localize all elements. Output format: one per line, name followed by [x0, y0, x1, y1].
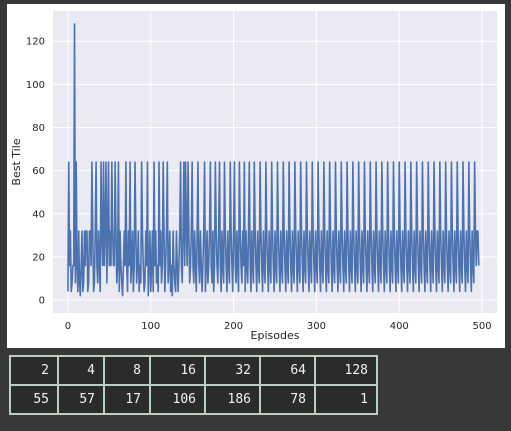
- x-tick-label: 500: [473, 321, 492, 332]
- series-group: [67, 23, 480, 297]
- table-cell-count: 55: [10, 385, 58, 414]
- table-cell-tile: 128: [315, 356, 377, 385]
- table-row-counts: 55 57 17 106 186 78 1: [10, 385, 377, 414]
- y-tick-label: 60: [32, 166, 45, 177]
- table-cell-tile: 2: [10, 356, 58, 385]
- x-tick-label: 400: [390, 321, 409, 332]
- y-tick-label: 100: [26, 80, 45, 91]
- table-cell-count: 186: [205, 385, 260, 414]
- table-cell-count: 57: [58, 385, 104, 414]
- table-cell-count: 106: [150, 385, 205, 414]
- table-cell-count: 78: [260, 385, 315, 414]
- chart-figure: 0 100 200 300 400 500 0 20 40 60 80 100 120 Episode…: [7, 4, 505, 348]
- x-tick-labels: 0 100 200 300 400 500: [65, 321, 492, 332]
- y-tick-label: 40: [32, 209, 45, 220]
- table-row-tiles: 2 4 8 16 32 64 128: [10, 356, 377, 385]
- y-tick-label: 20: [32, 252, 45, 263]
- line-chart: 0 100 200 300 400 500 0 20 40 60 80 100 120 Episode…: [10, 11, 497, 342]
- y-axis-label: Best Tile: [10, 138, 23, 185]
- x-tick-label: 200: [224, 321, 243, 332]
- tile-count-table: 2 4 8 16 32 64 128 55 57 17 106 186 78 1: [9, 355, 378, 415]
- series-line: [67, 23, 480, 297]
- y-tick-labels: 0 20 40 60 80 100 120: [26, 37, 45, 307]
- x-tick-label: 300: [307, 321, 326, 332]
- table-cell-tile: 64: [260, 356, 315, 385]
- x-tick-label: 0: [65, 321, 71, 332]
- table-cell-tile: 16: [150, 356, 205, 385]
- table-cell-count: 1: [315, 385, 377, 414]
- y-tick-label: 80: [32, 123, 45, 134]
- x-tick-label: 100: [141, 321, 160, 332]
- y-tick-label: 120: [26, 37, 45, 48]
- table-cell-tile: 32: [205, 356, 260, 385]
- table-cell-tile: 8: [104, 356, 150, 385]
- table-cell-count: 17: [104, 385, 150, 414]
- x-axis-label: Episodes: [251, 329, 300, 342]
- y-tick-label: 0: [39, 296, 45, 307]
- table-cell-tile: 4: [58, 356, 104, 385]
